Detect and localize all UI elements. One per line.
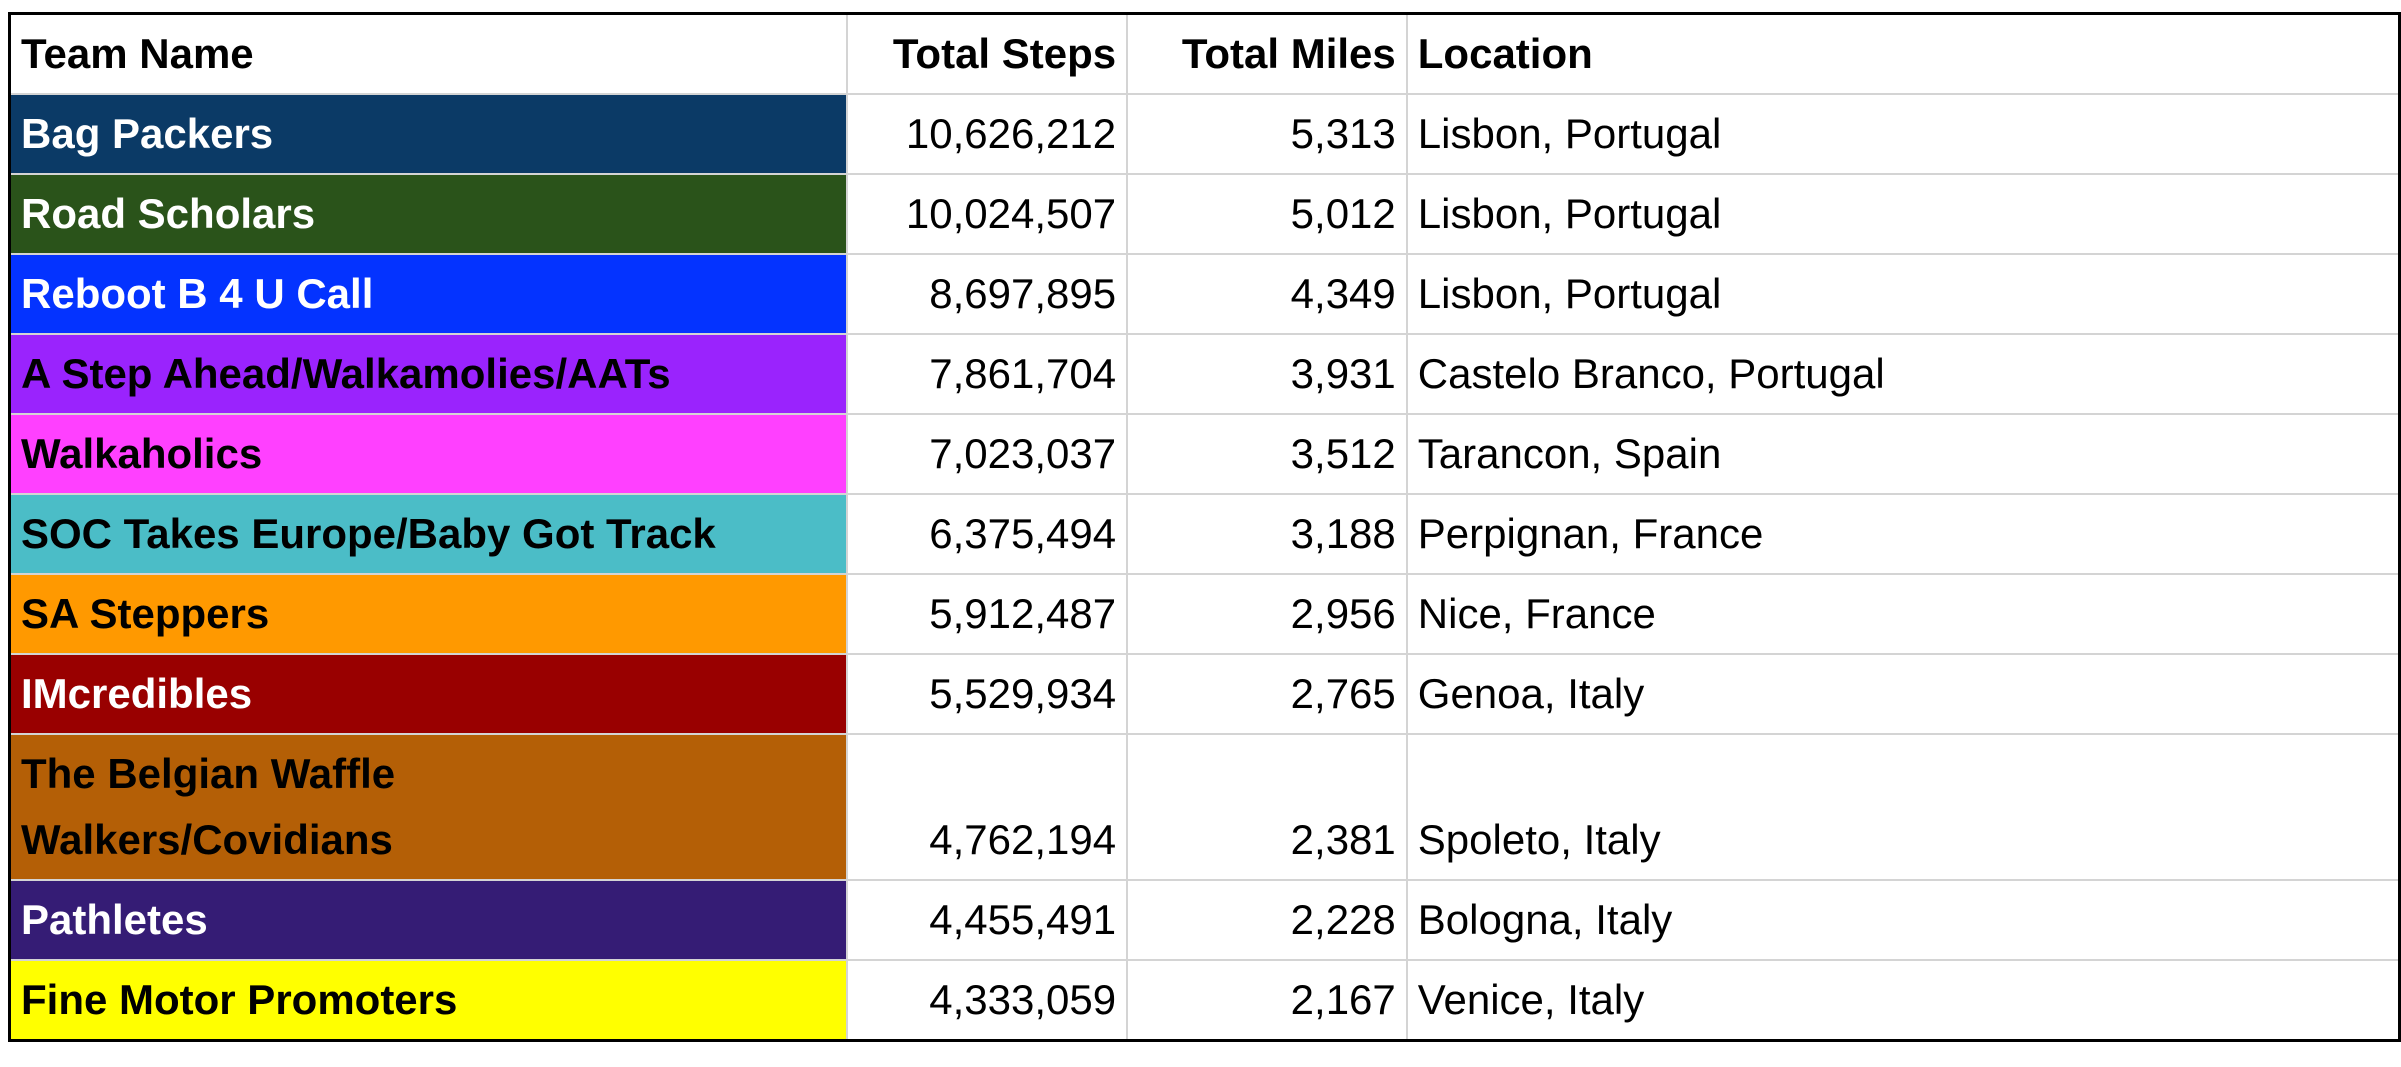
data-cell: Tarancon, Spain xyxy=(1405,413,2401,495)
data-cell: 10,024,507 xyxy=(846,173,1129,255)
team-row: Pathletes 4,455,491 2,228 Bologna, Italy xyxy=(8,879,2401,961)
data-cell: 3,188 xyxy=(1126,493,1408,575)
sheet: Team Name Total Steps Total Miles Location … xyxy=(8,12,2401,1042)
data-cell: 4,349 xyxy=(1126,253,1408,335)
data-cell: 5,313 xyxy=(1126,93,1408,175)
team-name-cell: IMcredibles xyxy=(8,653,849,735)
team-row: Fine Motor Promoters 4,333,059 2,167 Venice… xyxy=(8,959,2401,1042)
table-header: Team Name Total Steps Total Miles Location xyxy=(8,12,2401,95)
data-cell: Venice, Italy xyxy=(1405,959,2401,1042)
data-cell: 5,912,487 xyxy=(846,573,1129,655)
data-cell: 6,375,494 xyxy=(846,493,1129,575)
data-cell: 4,333,059 xyxy=(846,959,1129,1042)
team-name-cell: Road Scholars xyxy=(8,173,849,255)
team-row: IMcredibles 5,529,934 2,765 Genoa, Italy xyxy=(8,653,2401,735)
data-cell: 4,762,194 xyxy=(846,733,1129,881)
data-cell: 2,956 xyxy=(1126,573,1408,655)
header-cell: Team Name xyxy=(8,12,849,95)
team-row: Reboot B 4 U Call 8,697,895 4,349 Lisbon, P… xyxy=(8,253,2401,335)
team-name-cell: Reboot B 4 U Call xyxy=(8,253,849,335)
data-cell: 10,626,212 xyxy=(846,93,1129,175)
team-name-cell: A Step Ahead/Walkamolies/AATs xyxy=(8,333,849,415)
team-name-cell: SA Steppers xyxy=(8,573,849,655)
header-cell: Total Miles xyxy=(1126,12,1408,95)
data-cell: Castelo Branco, Portugal xyxy=(1405,333,2401,415)
data-cell: 7,861,704 xyxy=(846,333,1129,415)
data-cell: Spoleto, Italy xyxy=(1405,733,2401,881)
data-cell: 3,512 xyxy=(1126,413,1408,495)
team-table: Team Name Total Steps Total Miles Location … xyxy=(8,12,2401,1042)
team-name-cell: Fine Motor Promoters xyxy=(8,959,849,1042)
data-cell: 2,381 xyxy=(1126,733,1408,881)
data-cell: 5,012 xyxy=(1126,173,1408,255)
team-row: Walkaholics 7,023,037 3,512 Tarancon, Spain xyxy=(8,413,2401,495)
team-row: Bag Packers 10,626,212 5,313 Lisbon, Portug… xyxy=(8,93,2401,175)
data-cell: Bologna, Italy xyxy=(1405,879,2401,961)
header-cell: Location xyxy=(1405,12,2401,95)
team-name-cell: Bag Packers xyxy=(8,93,849,175)
data-cell: 2,228 xyxy=(1126,879,1408,961)
data-cell: 8,697,895 xyxy=(846,253,1129,335)
team-row: SA Steppers 5,912,487 2,956 Nice, France xyxy=(8,573,2401,655)
header-row: Team Name Total Steps Total Miles Location xyxy=(8,12,2401,95)
data-cell: Lisbon, Portugal xyxy=(1405,173,2401,255)
data-cell: 4,455,491 xyxy=(846,879,1129,961)
data-cell: 3,931 xyxy=(1126,333,1408,415)
team-name-cell: Walkaholics xyxy=(8,413,849,495)
data-cell: Perpignan, France xyxy=(1405,493,2401,575)
data-cell: Genoa, Italy xyxy=(1405,653,2401,735)
team-row: Road Scholars 10,024,507 5,012 Lisbon, Port… xyxy=(8,173,2401,255)
team-name-cell: Pathletes xyxy=(8,879,849,961)
team-row: A Step Ahead/Walkamolies/AATs 7,861,704 3,… xyxy=(8,333,2401,415)
data-cell: 5,529,934 xyxy=(846,653,1129,735)
data-cell: 2,765 xyxy=(1126,653,1408,735)
team-row: SOC Takes Europe/Baby Got Track 6,375,494… xyxy=(8,493,2401,575)
data-cell: Lisbon, Portugal xyxy=(1405,253,2401,335)
team-row: The Belgian Waffle Walkers/Covidians 4,76… xyxy=(8,733,2401,881)
data-cell: 7,023,037 xyxy=(846,413,1129,495)
data-cell: Lisbon, Portugal xyxy=(1405,93,2401,175)
data-cell: 2,167 xyxy=(1126,959,1408,1042)
table-body: Bag Packers 10,626,212 5,313 Lisbon, Portug… xyxy=(8,93,2401,1042)
team-name-cell: SOC Takes Europe/Baby Got Track xyxy=(8,493,849,575)
team-name-cell: The Belgian Waffle Walkers/Covidians xyxy=(8,733,849,881)
data-cell: Nice, France xyxy=(1405,573,2401,655)
header-cell: Total Steps xyxy=(846,12,1129,95)
